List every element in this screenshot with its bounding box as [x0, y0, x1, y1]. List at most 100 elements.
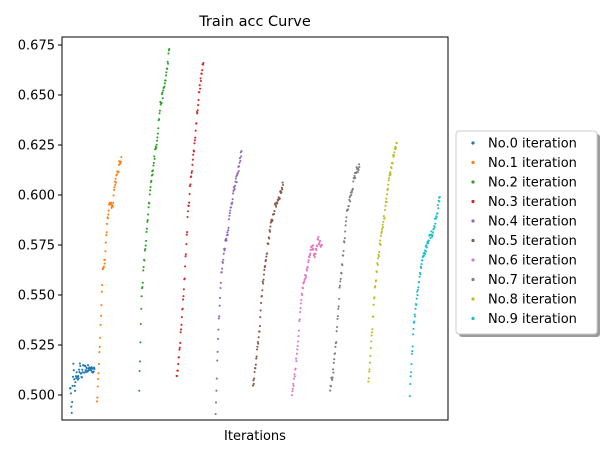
data-point: [335, 341, 338, 344]
data-point: [184, 255, 187, 258]
data-point: [338, 284, 341, 287]
data-point: [193, 142, 196, 145]
data-point: [114, 183, 117, 187]
data-point: [430, 230, 433, 233]
data-point: [338, 297, 341, 300]
data-point: [438, 200, 441, 203]
data-point: [369, 354, 372, 357]
data-point: [163, 82, 166, 85]
data-point: [312, 248, 315, 251]
data-point: [73, 378, 76, 381]
data-point: [179, 331, 182, 334]
data-point: [382, 215, 385, 218]
data-point: [389, 171, 392, 174]
data-point: [385, 197, 388, 200]
data-point: [293, 375, 296, 378]
data-point: [105, 231, 108, 234]
data-point: [145, 227, 148, 230]
data-point: [112, 188, 116, 191]
data-point: [175, 374, 179, 378]
data-point: [73, 384, 76, 387]
data-point: [343, 241, 346, 244]
data-point: [81, 368, 84, 371]
data-point: [372, 303, 375, 306]
data-point: [389, 173, 392, 176]
y-tick-label: 0.600: [18, 189, 55, 204]
data-point: [269, 225, 272, 228]
data-point: [228, 211, 231, 215]
data-point: [433, 225, 436, 228]
data-point: [394, 146, 398, 149]
data-point: [408, 395, 411, 398]
data-point: [222, 258, 225, 261]
data-point: [198, 84, 201, 87]
data-point: [388, 177, 391, 180]
y-tick-label: 0.625: [18, 139, 55, 154]
series-1-points: [95, 155, 123, 403]
series-9-points: [408, 195, 441, 398]
data-point: [79, 364, 82, 368]
data-point: [96, 385, 99, 388]
data-point: [375, 270, 378, 274]
data-point: [254, 367, 257, 370]
data-point: [107, 213, 110, 216]
data-point: [307, 259, 310, 262]
data-point: [164, 79, 167, 82]
data-point: [231, 201, 234, 204]
legend-marker: [471, 199, 475, 204]
legend-label: No.2 iteration: [488, 176, 577, 191]
data-point: [138, 369, 141, 373]
data-point: [106, 217, 109, 220]
data-point: [319, 245, 322, 248]
data-point: [293, 373, 296, 376]
data-point: [97, 378, 100, 381]
data-point: [299, 311, 302, 314]
data-point: [367, 377, 370, 380]
data-point: [101, 284, 104, 287]
legend-marker: [471, 316, 475, 321]
data-point: [191, 158, 194, 161]
data-point: [383, 208, 387, 212]
data-point: [280, 186, 283, 189]
data-point: [320, 243, 324, 247]
legend-label: No.9 iteration: [488, 312, 577, 327]
legend-marker: [471, 297, 475, 301]
data-point: [387, 183, 390, 186]
data-point: [102, 265, 105, 268]
data-point: [188, 201, 191, 204]
data-point: [239, 159, 242, 162]
data-point: [348, 196, 351, 199]
data-point: [147, 213, 150, 216]
data-point: [240, 149, 243, 153]
data-point: [331, 368, 335, 371]
data-point: [219, 287, 222, 290]
data-point: [71, 375, 75, 378]
data-point: [416, 290, 419, 293]
data-point: [305, 276, 308, 279]
data-point: [221, 261, 224, 264]
data-point: [415, 303, 418, 307]
data-point: [316, 238, 320, 241]
data-point: [237, 170, 240, 173]
legend-label: No.0 iteration: [488, 137, 577, 152]
data-point: [99, 323, 102, 326]
data-point: [373, 296, 376, 299]
data-point: [75, 377, 78, 380]
data-point: [194, 136, 197, 139]
data-point: [226, 233, 229, 236]
data-point: [280, 191, 283, 194]
data-point: [147, 206, 150, 209]
data-point: [267, 243, 270, 246]
data-point: [317, 235, 320, 239]
data-point: [393, 151, 396, 154]
data-point: [85, 367, 88, 370]
legend-label: No.5 iteration: [488, 234, 577, 249]
data-point: [349, 200, 352, 203]
data-point: [358, 165, 361, 169]
data-point: [299, 307, 302, 310]
data-point: [225, 237, 228, 240]
data-point: [344, 220, 348, 223]
data-point: [429, 236, 432, 239]
data-point: [227, 229, 230, 232]
data-point: [259, 316, 262, 319]
